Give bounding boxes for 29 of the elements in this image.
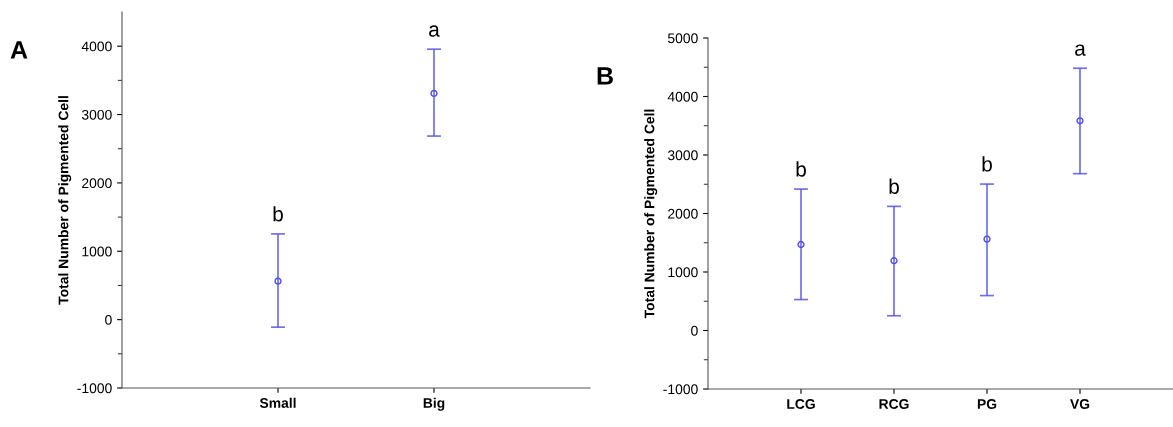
y-tick-label: 4000 — [667, 91, 698, 102]
text: A — [10, 41, 28, 59]
annotation: b — [796, 161, 806, 177]
annotation: b — [889, 178, 899, 194]
annotation: b — [273, 206, 283, 222]
y-tick-label: -1000 — [663, 384, 698, 395]
y-tick-label: 4000 — [81, 41, 112, 52]
y-tick-label: 0 — [105, 314, 112, 325]
annotation: a — [429, 25, 440, 37]
y-tick-label: 1000 — [668, 267, 698, 278]
x-tick-label: PG — [977, 399, 997, 409]
y-tick-label: 3000 — [81, 109, 112, 120]
annotation: a — [1075, 44, 1086, 56]
y-tick-label: 5000 — [667, 33, 698, 44]
y-axis-title: Total Number of Pigmented Cell — [58, 96, 72, 305]
x-tick-label: Small — [259, 397, 296, 408]
text: B — [597, 67, 613, 85]
x-tick-label: LCG — [787, 399, 815, 409]
y-tick-label: 0 — [691, 325, 698, 336]
annotation: b — [982, 156, 992, 172]
y-tick-label: 1000 — [82, 246, 112, 257]
x-tick-label: RCG — [879, 399, 909, 409]
y-tick-label: 2000 — [82, 178, 112, 189]
y-tick-label: 2000 — [668, 208, 698, 219]
y-axis-title: Total Number of Pigmented Cell — [644, 109, 658, 319]
x-tick-label: VG — [1070, 399, 1090, 409]
x-tick-label: Big — [423, 397, 445, 411]
y-tick-label: 3000 — [667, 150, 698, 161]
y-tick-label: -1000 — [77, 383, 112, 394]
